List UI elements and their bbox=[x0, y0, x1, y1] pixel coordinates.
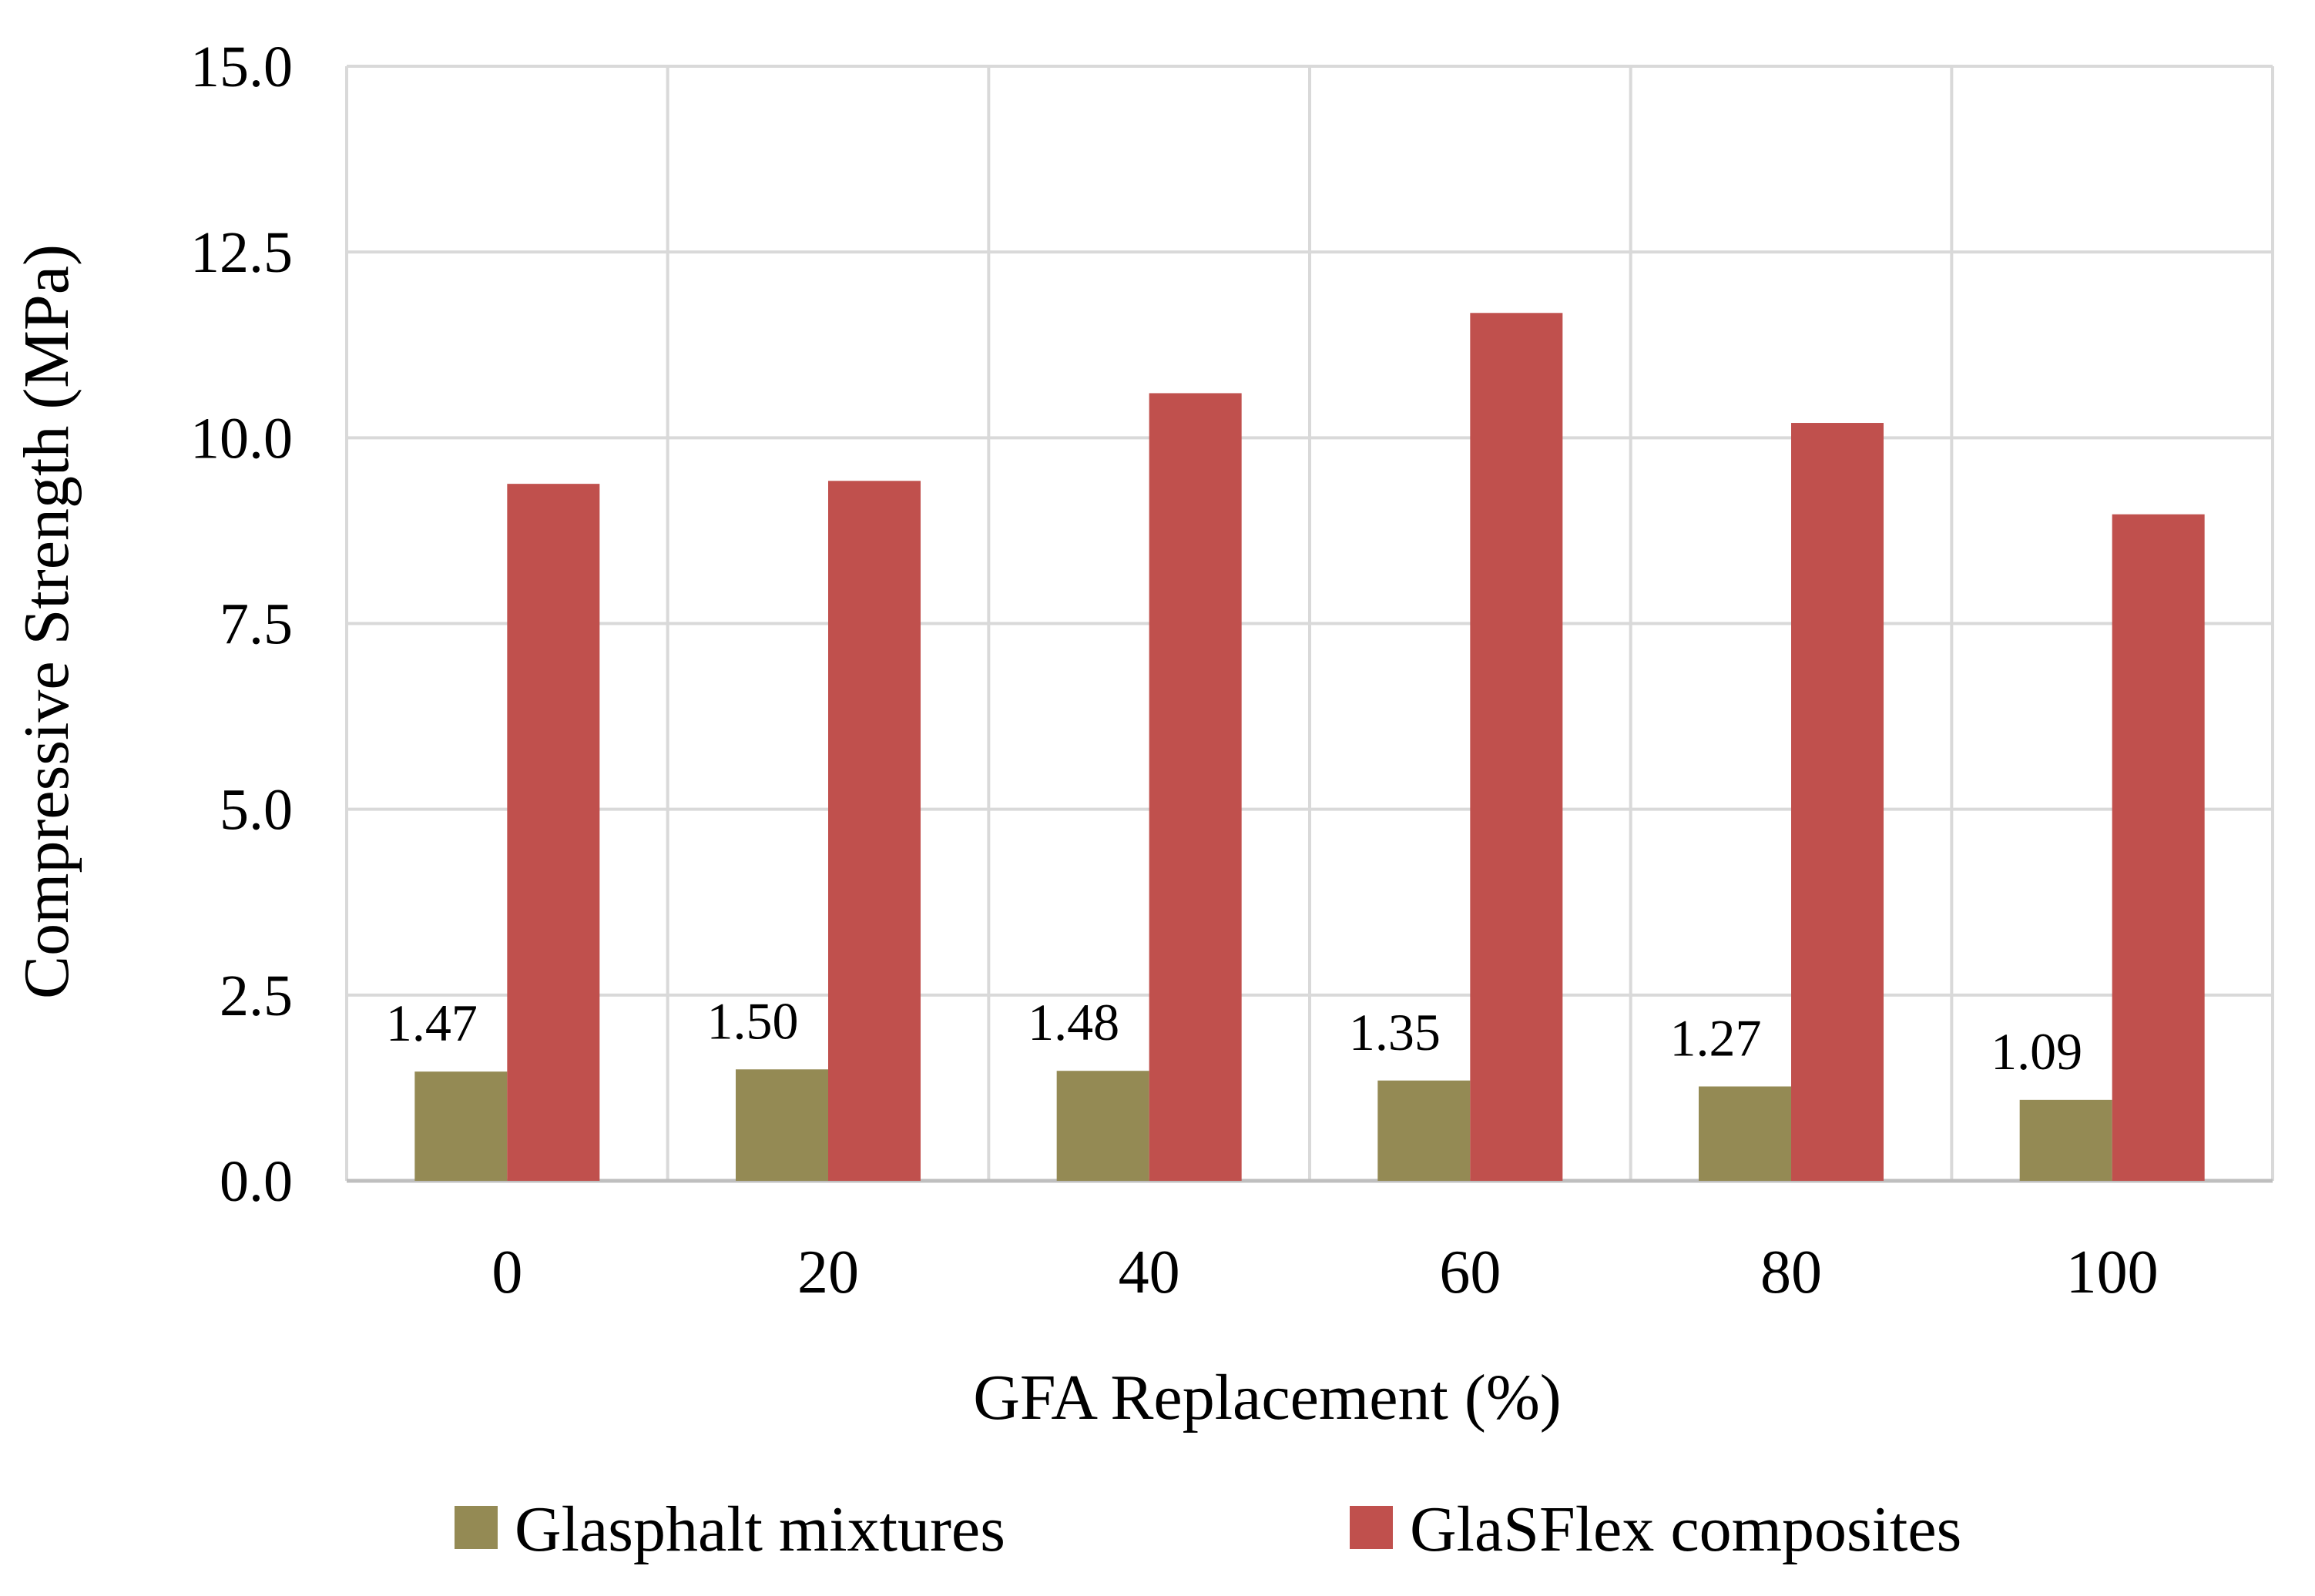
bar-glasphalt-80 bbox=[1699, 1086, 1791, 1181]
x-tick-label: 40 bbox=[1119, 1239, 1180, 1306]
legend-label-glasphalt: Glasphalt mixtures bbox=[515, 1494, 1005, 1565]
data-label-glasphalt-100: 1.09 bbox=[1991, 1022, 2082, 1081]
y-axis-title: Compressive Strength (MPa) bbox=[11, 244, 82, 999]
y-axis-ticks: 0.0 2.5 5.0 7.5 10.0 12.5 15.0 bbox=[190, 35, 293, 1214]
bar-glasflex-40 bbox=[1149, 393, 1242, 1181]
data-label-glasphalt-60: 1.35 bbox=[1349, 1003, 1441, 1061]
bar-glasphalt-20 bbox=[736, 1069, 828, 1181]
y-tick-label: 7.5 bbox=[220, 592, 293, 657]
y-tick-label: 10.0 bbox=[190, 406, 293, 471]
x-tick-label: 20 bbox=[797, 1239, 859, 1306]
bar-glasflex-80 bbox=[1791, 423, 1884, 1181]
data-label-glasphalt-20: 1.50 bbox=[707, 991, 799, 1050]
data-label-glasphalt-40: 1.48 bbox=[1028, 993, 1119, 1051]
x-axis-title: GFA Replacement (%) bbox=[973, 1362, 1562, 1433]
legend-swatch-glasflex bbox=[1350, 1506, 1393, 1549]
y-tick-label: 15.0 bbox=[190, 35, 293, 99]
grid bbox=[345, 65, 2274, 1183]
x-axis-ticks: 0 20 40 60 80 100 bbox=[492, 1239, 2158, 1306]
data-label-glasphalt-80: 1.27 bbox=[1670, 1008, 1762, 1067]
bars bbox=[414, 313, 2205, 1182]
data-labels: 1.47 1.50 1.48 1.35 1.27 1.09 bbox=[386, 991, 2082, 1081]
bar-glasphalt-100 bbox=[2019, 1099, 2112, 1181]
y-tick-label: 2.5 bbox=[220, 964, 293, 1028]
bar-glasphalt-60 bbox=[1377, 1080, 1471, 1181]
bar-glasphalt-0 bbox=[414, 1071, 508, 1181]
bar-glasflex-20 bbox=[828, 481, 921, 1181]
legend-swatch-glasphalt bbox=[455, 1506, 498, 1549]
y-tick-label: 5.0 bbox=[220, 778, 293, 843]
y-tick-label: 0.0 bbox=[220, 1149, 293, 1214]
x-tick-label: 0 bbox=[492, 1239, 522, 1306]
bar-glasflex-60 bbox=[1470, 313, 1563, 1182]
legend-label-glasflex: GlaSFlex composites bbox=[1410, 1494, 1961, 1565]
x-tick-label: 80 bbox=[1760, 1239, 1822, 1306]
legend: Glasphalt mixtures GlaSFlex composites bbox=[455, 1494, 1961, 1565]
y-tick-label: 12.5 bbox=[190, 220, 293, 285]
x-tick-label: 60 bbox=[1439, 1239, 1501, 1306]
bar-glasflex-0 bbox=[507, 484, 600, 1181]
bar-glasphalt-40 bbox=[1056, 1071, 1149, 1181]
data-label-glasphalt-0: 1.47 bbox=[386, 994, 478, 1052]
bar-glasflex-100 bbox=[2112, 514, 2205, 1181]
x-tick-label: 100 bbox=[2066, 1239, 2159, 1306]
